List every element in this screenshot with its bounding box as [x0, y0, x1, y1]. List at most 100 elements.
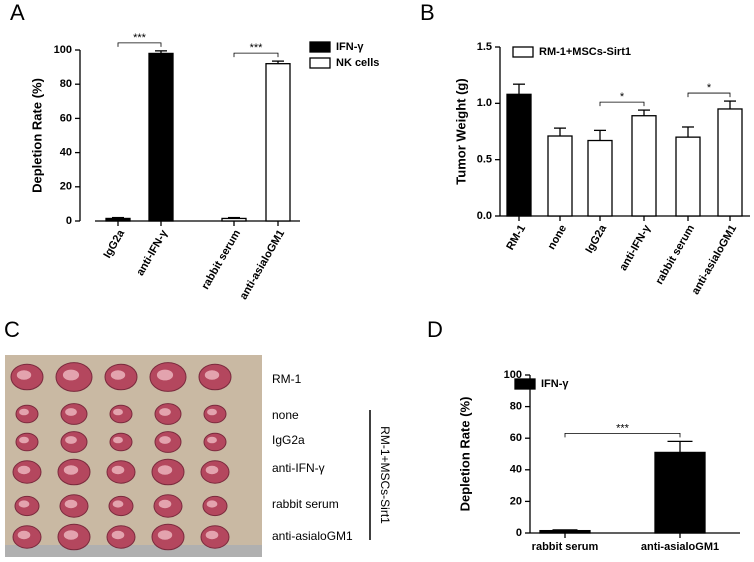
bar	[221, 217, 247, 222]
x-tick-label: anti-asialoGM1	[238, 228, 288, 302]
significance-label: ***	[616, 422, 630, 434]
bar	[148, 52, 174, 222]
legend-label: RM-1+MSCs-Sirt1	[539, 46, 631, 58]
row-label: anti-IFN-γ	[272, 461, 325, 475]
tumor-highlight	[113, 436, 123, 444]
y-tick-label: 80	[60, 78, 72, 90]
row-label: anti-asialoGM1	[272, 529, 353, 543]
y-tick-label: 60	[510, 432, 522, 444]
x-tick-label: IgG2a	[583, 222, 609, 255]
y-tick-label: 80	[510, 401, 522, 413]
tumor-highlight	[112, 500, 124, 508]
x-tick-label: anti-IFN-γ	[134, 227, 170, 278]
tumor-highlight	[16, 370, 32, 380]
y-tick-label: 1.0	[477, 97, 492, 109]
row-label: rabbit serum	[272, 497, 339, 511]
tumor-highlight	[63, 465, 79, 475]
bar	[265, 63, 291, 222]
x-tick-label: rabbit serum	[532, 541, 599, 553]
y-tick-label: 20	[60, 181, 72, 193]
legend-label: IFN-γ	[541, 378, 569, 390]
tumor-highlight	[62, 369, 80, 381]
legend-label: NK cells	[336, 57, 379, 69]
tumor-highlight	[63, 530, 79, 540]
tumor-highlight	[17, 530, 31, 540]
row-label: none	[272, 408, 299, 422]
significance-bracket	[233, 52, 279, 58]
x-tick-label: rabbit serum	[199, 228, 243, 292]
y-axis-label: Tumor Weight (g)	[453, 78, 468, 184]
y-tick-label: 60	[60, 112, 72, 124]
x-tick-label: anti-IFN-γ	[617, 222, 653, 273]
photo-ruler	[5, 545, 262, 557]
tumor-highlight	[65, 436, 77, 444]
y-tick-label: 20	[510, 495, 522, 507]
bar	[547, 135, 573, 217]
x-tick-label: IgG2a	[101, 227, 127, 260]
tumor-highlight	[19, 436, 29, 444]
tumor-highlight	[207, 436, 217, 444]
tumor-highlight	[19, 408, 29, 416]
row-label: RM-1	[272, 372, 302, 386]
significance-label: *	[707, 82, 712, 94]
y-tick-label: 1.5	[477, 41, 492, 53]
bar	[587, 139, 613, 217]
tumor-highlight	[17, 465, 31, 475]
x-tick-label: none	[546, 223, 570, 252]
tumor-highlight	[111, 530, 125, 540]
legend-swatch	[514, 378, 536, 390]
significance-bracket	[599, 101, 645, 107]
tumor-highlight	[206, 500, 218, 508]
significance-bracket	[687, 92, 731, 98]
tumor-highlight	[157, 465, 173, 475]
tumor-highlight	[207, 408, 217, 416]
x-tick-label: anti-asialoGM1	[690, 223, 740, 297]
group-label: RM-1+MSCs-Sirt1	[378, 426, 392, 524]
tumor-highlight	[158, 499, 172, 509]
panel-label: A	[10, 0, 25, 25]
y-tick-label: 100	[504, 369, 522, 381]
tumor-highlight	[157, 530, 173, 540]
y-tick-label: 0	[516, 527, 522, 539]
tumor-highlight	[110, 370, 126, 380]
panel-label: D	[427, 317, 443, 342]
x-tick-label: rabbit serum	[653, 223, 697, 287]
tumor-highlight	[205, 530, 219, 540]
panel-label: C	[4, 317, 20, 342]
legend-swatch	[309, 41, 331, 53]
tumor-highlight	[113, 408, 123, 416]
legend-swatch	[512, 46, 534, 58]
y-axis-label: Depletion Rate (%)	[29, 78, 44, 193]
tumor-highlight	[205, 465, 219, 475]
y-tick-label: 40	[60, 147, 72, 159]
y-tick-label: 0.5	[477, 154, 492, 166]
significance-bracket	[564, 432, 681, 438]
y-tick-label: 40	[510, 464, 522, 476]
significance-bracket	[117, 42, 162, 47]
tumor-highlight	[204, 370, 220, 380]
bar	[654, 451, 706, 534]
tumor-highlight	[156, 369, 174, 381]
tumor-highlight	[64, 499, 78, 509]
bar	[506, 93, 532, 217]
panel-label: B	[420, 0, 435, 25]
significance-label: ***	[250, 42, 264, 54]
bar	[105, 217, 131, 222]
tumor-highlight	[18, 500, 30, 508]
bar	[675, 136, 701, 217]
y-tick-label: 0.0	[477, 210, 492, 222]
legend-swatch	[309, 57, 331, 69]
tumor-highlight	[159, 436, 171, 444]
y-tick-label: 0	[66, 215, 72, 227]
significance-label: ***	[133, 32, 147, 44]
row-label: IgG2a	[272, 433, 305, 447]
y-axis-label: Depletion Rate (%)	[457, 397, 472, 512]
tumor-highlight	[111, 465, 125, 475]
bar	[539, 529, 591, 534]
tumors	[10, 362, 232, 551]
significance-label: *	[620, 91, 625, 103]
tumor-highlight	[159, 408, 171, 416]
bar	[631, 115, 657, 217]
y-tick-label: 100	[54, 44, 72, 56]
